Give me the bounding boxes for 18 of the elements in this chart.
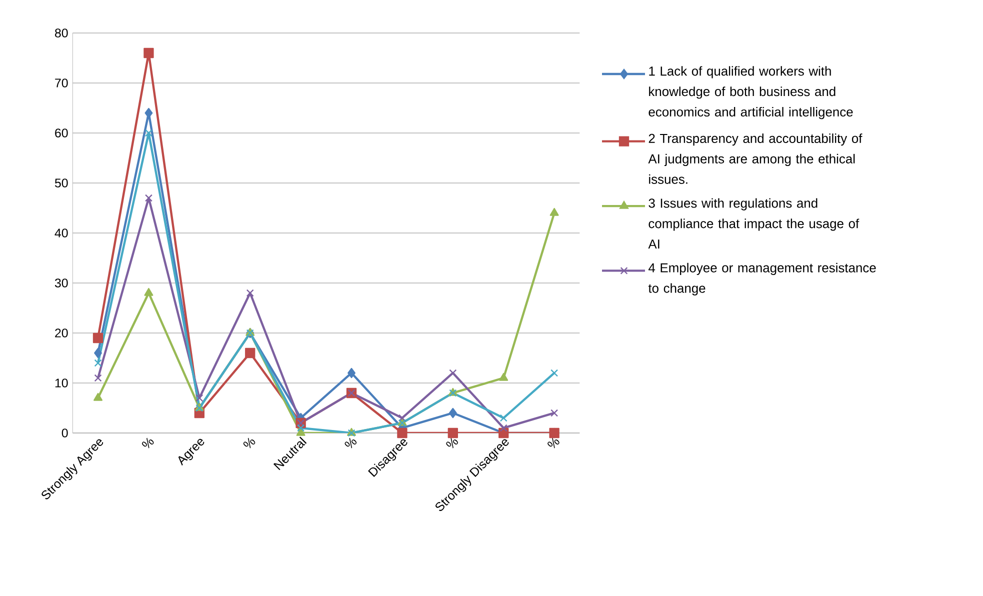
y-tick-label: 80 xyxy=(55,28,68,38)
legend-label: 4 Employee or management resistance to change xyxy=(648,262,876,296)
y-tick-label: 20 xyxy=(55,328,68,338)
y-tick-label: 60 xyxy=(55,128,68,138)
y-tick-label: 50 xyxy=(54,178,68,188)
x-tick-label: % xyxy=(142,438,154,448)
x-tick-label: % xyxy=(344,438,357,448)
y-tick-label: 10 xyxy=(55,378,68,388)
x-tick-label: % xyxy=(548,438,560,448)
x-tick-label: % xyxy=(243,438,256,448)
legend-label: 3 Issues with regulations and compliance that impact the usage of AI xyxy=(648,198,860,248)
y-tick-label: 30 xyxy=(54,278,68,288)
legend-label: 2 Transparency and accountability of AI judgments are among the ethical issues. xyxy=(648,134,862,184)
y-tick-label: 70 xyxy=(55,78,68,88)
y-tick-label: 0 xyxy=(62,428,68,438)
y-tick-label: 40 xyxy=(54,228,68,238)
legend-label: 1 Lack of qualified workers with knowledge of both business and economics and artificial intelligence xyxy=(648,66,853,120)
x-tick-label: % xyxy=(446,438,458,448)
